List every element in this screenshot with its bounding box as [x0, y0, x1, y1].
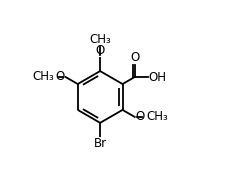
- Text: O: O: [95, 44, 104, 57]
- Text: Br: Br: [93, 137, 106, 151]
- Text: O: O: [130, 51, 139, 64]
- Text: CH₃: CH₃: [89, 33, 111, 46]
- Text: CH₃: CH₃: [146, 110, 167, 123]
- Text: O: O: [55, 70, 65, 83]
- Text: O: O: [135, 110, 144, 123]
- Text: OH: OH: [148, 70, 166, 84]
- Text: CH₃: CH₃: [32, 70, 54, 83]
